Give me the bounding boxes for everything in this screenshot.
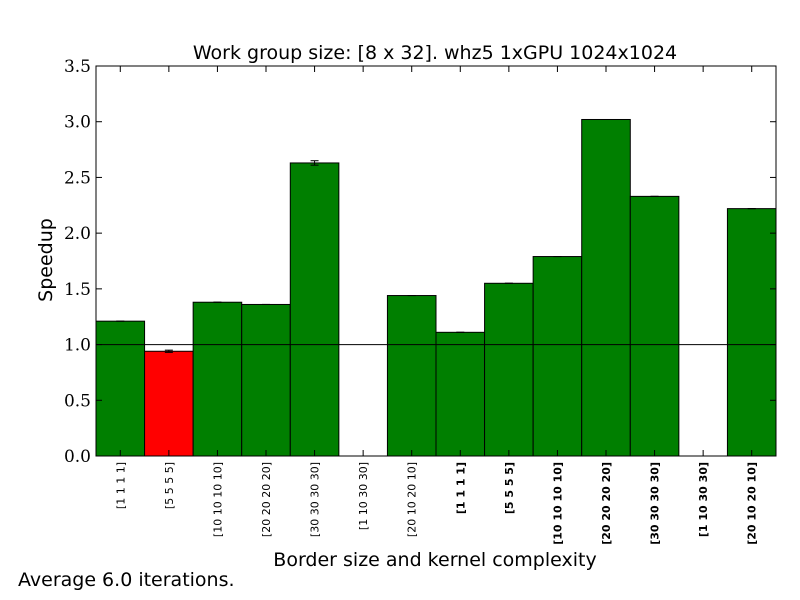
bar <box>289 162 340 457</box>
bar <box>435 331 486 457</box>
bar <box>241 303 291 457</box>
x-tick-label: [1 1 1 1] <box>454 462 467 514</box>
y-tick-label: 0.5 <box>64 391 91 411</box>
x-tick-label: [5 5 5 5] <box>503 462 516 514</box>
x-tick-label: [1 10 30 30] <box>357 462 370 530</box>
y-axis-label: Speedup <box>35 218 57 302</box>
x-axis-ticks: [1 1 1 1] [5 5 5 5] [10 10 10 10] [20 20 20… <box>114 66 759 545</box>
y-tick-label: 1.5 <box>64 280 91 300</box>
x-tick-label: [20 20 20 20] <box>600 462 613 545</box>
x-tick-label: [20 10 20 10] <box>746 462 759 545</box>
y-tick-label: 0.0 <box>64 447 91 467</box>
x-tick-label: [10 10 10 10] <box>211 462 224 537</box>
x-tick-label: [1 10 30 30] <box>697 462 710 537</box>
y-tick-label: 2.5 <box>64 168 91 188</box>
bar <box>95 320 146 457</box>
bar <box>192 301 243 457</box>
x-axis-label: Border size and kernel complexity <box>273 549 596 571</box>
y-axis-ticks: 0.0 0.5 1.0 1.5 2.0 2.5 3.0 3.5 <box>64 57 776 467</box>
y-tick-label: 1.0 <box>64 336 91 356</box>
bar <box>484 282 534 457</box>
x-tick-label: [30 30 30 30] <box>649 462 662 545</box>
bar <box>532 256 583 457</box>
x-tick-label: [1 1 1 1] <box>114 462 127 509</box>
x-tick-label: [10 10 10 10] <box>551 462 564 545</box>
bar <box>629 195 680 457</box>
y-tick-label: 3.5 <box>64 57 91 77</box>
footnote: Average 6.0 iterations. <box>18 569 235 591</box>
y-tick-label: 2.0 <box>64 224 91 244</box>
bar <box>386 295 437 457</box>
chart-title: Work group size: [8 x 32]. whz5 1xGPU 10… <box>193 42 677 64</box>
bar <box>726 208 777 457</box>
bar <box>581 118 631 457</box>
y-tick-label: 3.0 <box>64 113 91 133</box>
x-tick-label: [30 30 30 30] <box>309 462 322 537</box>
x-tick-label: [20 10 20 10] <box>406 462 419 537</box>
plot-area <box>95 65 777 457</box>
x-tick-label: [5 5 5 5] <box>163 462 176 509</box>
x-tick-label: [20 20 20 20] <box>260 462 273 537</box>
bar <box>144 350 194 457</box>
plot-frame <box>95 65 777 457</box>
